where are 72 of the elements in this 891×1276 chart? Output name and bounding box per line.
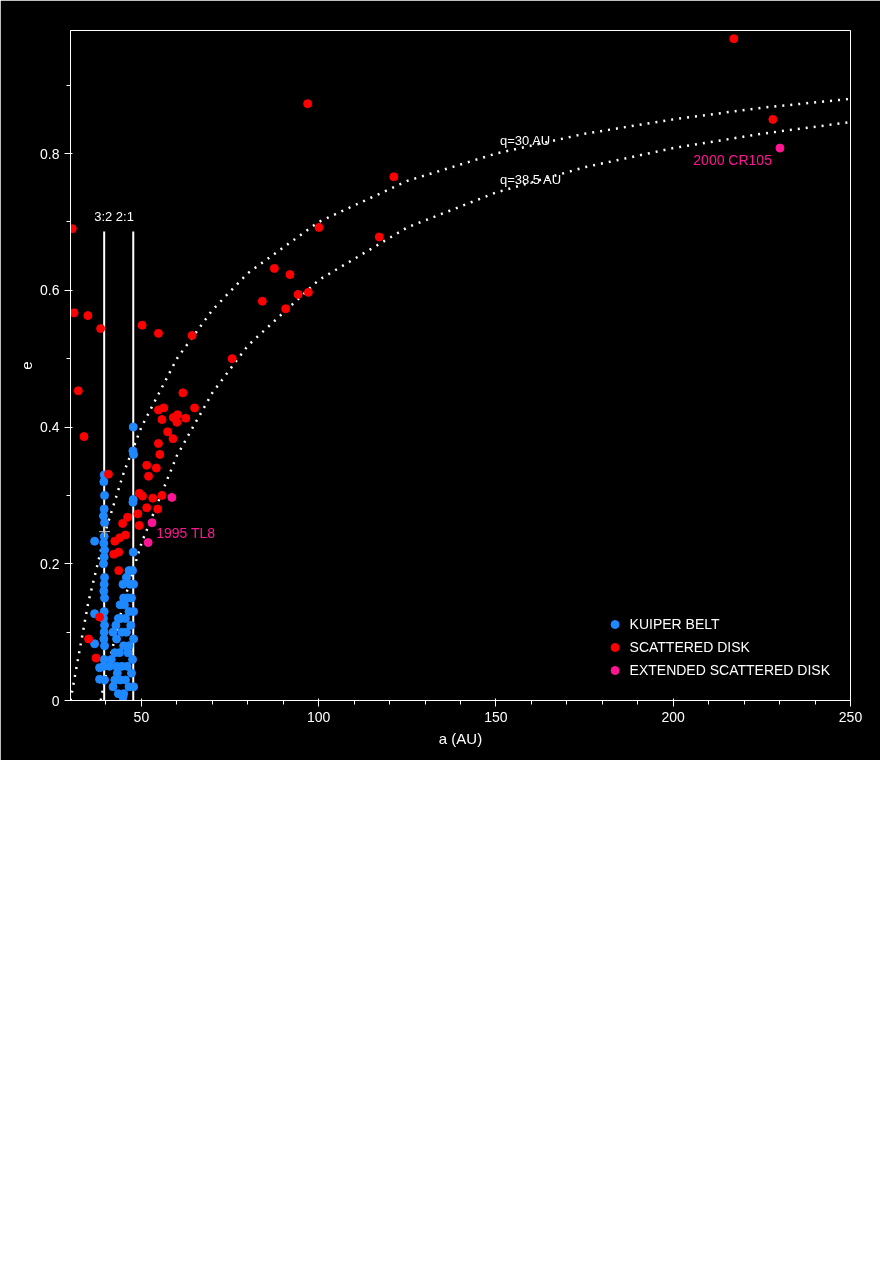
point (181, 413, 191, 423)
point (143, 538, 153, 548)
point (153, 438, 163, 448)
annotation: 3:2 2:1 (94, 208, 134, 224)
point (178, 388, 188, 398)
point (157, 415, 167, 424)
point (187, 330, 197, 340)
point (142, 503, 152, 513)
point (91, 653, 101, 663)
point (96, 324, 106, 334)
point (137, 320, 147, 330)
point (84, 634, 94, 644)
point (73, 386, 83, 396)
point (303, 99, 313, 109)
point (389, 172, 399, 182)
series-label: q=30 AU (499, 132, 551, 148)
point (134, 520, 144, 530)
point (151, 463, 161, 473)
point (153, 504, 163, 514)
point (293, 289, 303, 299)
point (153, 328, 163, 338)
point (103, 469, 113, 479)
point (775, 143, 785, 153)
point (148, 493, 158, 503)
point (157, 490, 167, 500)
point (168, 434, 178, 444)
point (114, 566, 124, 576)
point (153, 405, 163, 415)
y-axis-title: e (18, 361, 36, 370)
x-tick-label: 250 (838, 708, 863, 725)
point (79, 432, 89, 442)
y-tick-label: 0 (51, 692, 60, 709)
x-tick-label: 200 (661, 708, 686, 725)
point (133, 509, 143, 519)
y-tick-label: 0.4 (40, 419, 60, 436)
point (269, 263, 279, 273)
point (227, 354, 237, 364)
point (70, 308, 79, 318)
point (281, 304, 291, 314)
y-tick-label: 0.6 (40, 282, 60, 299)
point (729, 34, 739, 44)
legend-label: KUIPER BELT (629, 616, 720, 632)
x-tick-label: 150 (484, 708, 508, 725)
y-tick-label: 0.2 (40, 555, 60, 572)
point (768, 114, 778, 124)
x-tick-label: 100 (307, 708, 331, 725)
point (110, 536, 120, 546)
legend-label: SCATTERED DISK (629, 639, 750, 655)
point (144, 471, 153, 481)
y-tick-label: 0.8 (40, 145, 60, 162)
point (163, 427, 173, 437)
point (314, 222, 324, 232)
series-label: q=38.5 AU (499, 171, 562, 187)
point (303, 287, 313, 297)
point (98, 525, 111, 538)
point (142, 460, 152, 470)
point (155, 449, 165, 459)
point (285, 270, 295, 280)
point (257, 296, 267, 306)
point (374, 232, 384, 242)
x-axis-title: a (AU) (438, 729, 483, 747)
annotation: 1995 TL8 (156, 524, 216, 541)
point (167, 492, 177, 502)
point (123, 512, 133, 522)
point (83, 311, 93, 321)
annotation: 2000 CR105 (693, 152, 773, 169)
legend-label: EXTENDED SCATTERED DISK (629, 662, 830, 678)
point (147, 518, 157, 528)
point (118, 518, 128, 528)
point (109, 549, 119, 559)
point (190, 403, 200, 413)
x-tick-label: 50 (133, 708, 150, 725)
